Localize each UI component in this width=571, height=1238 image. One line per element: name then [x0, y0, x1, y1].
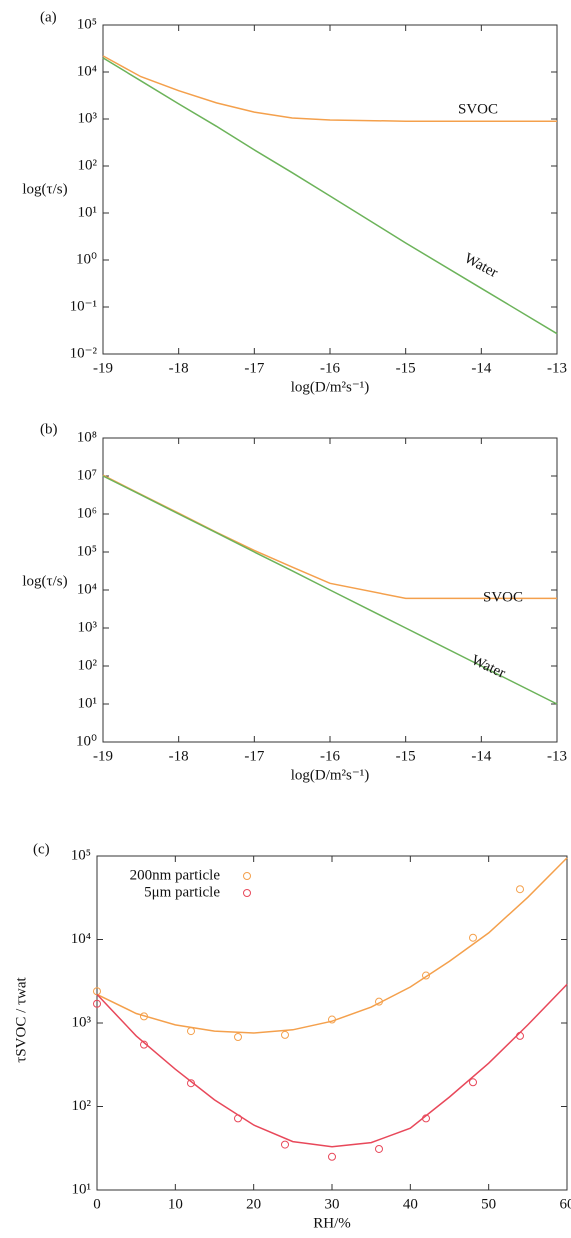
- x-tick-label: -19: [93, 360, 113, 376]
- y-tick-label: 10¹: [72, 1181, 92, 1197]
- y-tick-label: 10⁵: [77, 543, 97, 559]
- x-tick-label: -13: [547, 748, 567, 764]
- series-label: SVOC: [458, 101, 498, 117]
- y-tick-label: 10¹: [78, 695, 98, 711]
- plot-frame: [102, 24, 558, 355]
- x-tick-label: 30: [325, 1196, 340, 1212]
- fit-curve: [96, 983, 568, 1148]
- data-point: [140, 1040, 148, 1049]
- y-tick-label: 10⁵: [71, 847, 91, 863]
- x-tick-label: 20: [246, 1196, 261, 1212]
- legend-label: 200nm particle: [130, 867, 221, 883]
- data-point: [281, 1140, 289, 1149]
- series-line: [102, 474, 557, 600]
- data-point: [375, 1144, 383, 1153]
- panel-label: (c): [33, 841, 50, 857]
- data-point: [140, 1012, 148, 1021]
- y-axis-label: log(τ/s): [22, 181, 67, 197]
- y-tick-label: 10⁻²: [70, 345, 98, 361]
- legend-marker: [243, 889, 251, 897]
- x-tick-label: -14: [471, 360, 491, 376]
- x-tick-label: 10: [168, 1196, 183, 1212]
- y-axis-label: τSVOC / τwat: [13, 976, 29, 1062]
- y-axis-label: log(τ/s): [22, 573, 67, 589]
- y-tick-label: 10²: [78, 157, 98, 173]
- legend-label: 5μm particle: [144, 884, 220, 900]
- data-point: [328, 1152, 336, 1161]
- x-tick-label: 60: [560, 1196, 571, 1212]
- y-tick-label: 10⁰: [76, 733, 97, 749]
- series-line: [102, 57, 558, 335]
- x-tick-label: -15: [396, 360, 416, 376]
- data-point: [422, 1114, 430, 1123]
- y-tick-label: 10³: [72, 1014, 92, 1030]
- legend-marker: [243, 872, 251, 880]
- panel-label: (a): [40, 9, 57, 25]
- x-tick-label: 0: [93, 1196, 101, 1212]
- x-axis-label: log(D/m²s⁻¹): [291, 379, 370, 395]
- series-label: Water: [462, 250, 501, 281]
- data-point: [422, 971, 430, 980]
- x-tick-label: 50: [481, 1196, 496, 1212]
- y-tick-label: 10⁷: [77, 467, 97, 483]
- data-point: [234, 1032, 242, 1041]
- x-tick-label: 40: [403, 1196, 418, 1212]
- data-point: [234, 1114, 242, 1123]
- x-tick-label: -19: [93, 748, 113, 764]
- y-tick-label: 10⁶: [77, 505, 97, 521]
- x-axis-label: RH/%: [313, 1215, 351, 1231]
- data-point: [375, 997, 383, 1006]
- y-tick-label: 10⁰: [76, 251, 97, 267]
- y-tick-label: 10⁴: [77, 581, 97, 597]
- x-tick-label: -16: [320, 748, 340, 764]
- y-tick-label: 10²: [72, 1098, 92, 1114]
- fit-curve: [96, 857, 568, 1034]
- data-point: [281, 1030, 289, 1039]
- data-point: [516, 1031, 524, 1040]
- panel-label: (b): [40, 421, 58, 437]
- y-tick-label: 10⁻¹: [70, 298, 97, 314]
- data-point: [328, 1015, 336, 1024]
- data-point: [516, 885, 524, 894]
- x-tick-label: -17: [244, 360, 264, 376]
- series-line: [102, 55, 557, 122]
- y-tick-label: 10¹: [78, 204, 98, 220]
- y-tick-label: 10⁵: [77, 16, 97, 32]
- y-tick-label: 10²: [78, 657, 98, 673]
- x-tick-label: -13: [547, 360, 567, 376]
- series-label: Water: [469, 652, 508, 681]
- data-point: [469, 933, 477, 942]
- y-tick-label: 10⁸: [77, 429, 97, 445]
- y-tick-label: 10⁴: [71, 931, 91, 947]
- x-tick-label: -18: [169, 360, 189, 376]
- y-tick-label: 10³: [78, 619, 98, 635]
- data-point: [469, 1078, 477, 1087]
- x-tick-label: -16: [320, 360, 340, 376]
- x-tick-label: -17: [244, 748, 264, 764]
- data-point: [187, 1027, 195, 1036]
- x-tick-label: -14: [471, 748, 491, 764]
- series-label: SVOC: [483, 589, 523, 605]
- x-tick-label: -15: [396, 748, 416, 764]
- data-point: [93, 999, 101, 1008]
- x-tick-label: -18: [169, 748, 189, 764]
- x-axis-label: log(D/m²s⁻¹): [291, 767, 370, 783]
- series-line: [102, 475, 558, 705]
- data-point: [187, 1079, 195, 1088]
- y-tick-label: 10⁴: [77, 63, 97, 79]
- y-tick-label: 10³: [78, 110, 98, 126]
